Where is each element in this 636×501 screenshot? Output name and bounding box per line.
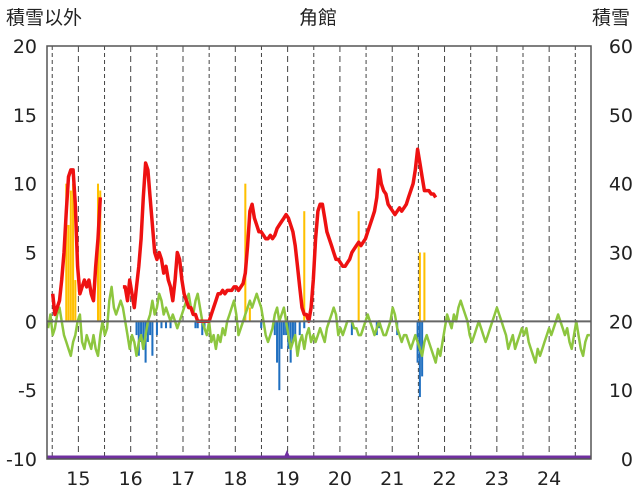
precipitation-bar (99, 190, 102, 322)
x-tick-label: 16 (119, 468, 143, 490)
snow_change-bar (260, 321, 263, 329)
precipitation-bar (418, 252, 421, 322)
x-tick-label: 24 (537, 468, 561, 490)
left-tick-label: 20 (13, 36, 37, 58)
snow_depth-line (50, 168, 103, 317)
snow_change-bar (142, 321, 145, 349)
plot-frame (46, 45, 592, 460)
precipitation-bar (357, 211, 360, 322)
precipitation-bar (72, 183, 75, 322)
left-tick-label: -5 (18, 380, 37, 402)
snow_change-bar (151, 321, 154, 356)
right-tick-label: 40 (609, 174, 633, 196)
x-tick-label: 22 (432, 468, 456, 490)
chart-title: 角館 (299, 7, 337, 29)
snow_change-bar (155, 321, 158, 336)
snow_change-bar (282, 321, 285, 336)
left-tick-label: 10 (13, 174, 37, 196)
snow_change-bar (146, 321, 149, 342)
snow_change-bar (418, 321, 421, 398)
snow_change-bar (164, 321, 168, 329)
precipitation-bar (67, 224, 70, 322)
snow_change-bar (298, 321, 301, 336)
snow_change-bar (196, 321, 199, 329)
right-tick-label: 10 (609, 380, 633, 402)
snow_change-bar (280, 321, 283, 349)
snow_depth-line (122, 147, 438, 324)
x-tick-label: 15 (66, 468, 90, 490)
precipitation-bar (303, 211, 306, 322)
left-axis-title: 積雪以外 (6, 7, 82, 29)
right-tick-label: 60 (609, 36, 633, 58)
snow_change-bar (135, 321, 138, 336)
right-tick-label: 0 (621, 449, 633, 471)
snow_change-bar (276, 321, 279, 363)
snow_change-bar (273, 321, 276, 336)
left-tick-label: 0 (25, 311, 37, 333)
snow_change-bar (303, 321, 306, 329)
precipitation-bar (69, 190, 72, 322)
right-tick-label: 50 (609, 105, 633, 127)
sunshine-peak-mark (284, 450, 290, 457)
snow_change-bar (278, 321, 281, 391)
x-tick-label: 23 (485, 468, 509, 490)
right-axis-title: 積雪 (592, 7, 630, 29)
snow_change-bar (294, 321, 297, 336)
precipitation-bar (74, 280, 77, 322)
snow_change-bar (201, 321, 204, 336)
axis-layer (46, 45, 592, 460)
precipitation-bar (248, 307, 251, 322)
snow_change-bar (350, 321, 353, 336)
left-tick-label: 5 (25, 243, 37, 265)
x-tick-label: 17 (171, 468, 195, 490)
x-tick-label: 20 (328, 468, 352, 490)
precipitation-bar (423, 252, 426, 322)
x-tick-label: 21 (380, 468, 404, 490)
x-tick-label: 18 (223, 468, 247, 490)
snow_change-bar (160, 321, 163, 329)
left-tick-label: 15 (13, 105, 37, 127)
precipitation-bar (65, 183, 68, 322)
grid-layer (51, 46, 576, 459)
snow_change-bar (149, 321, 152, 336)
line-layer (46, 147, 591, 460)
snow_change-bar (291, 321, 294, 342)
temperature-line (46, 285, 590, 364)
left-tick-label: -10 (6, 449, 37, 471)
right-tick-label: 20 (609, 311, 633, 333)
snow_change-bar (140, 321, 143, 342)
x-tick-label: 19 (276, 468, 300, 490)
right-tick-label: 30 (609, 243, 633, 265)
snow_change-bar (169, 321, 172, 329)
snow_change-bar (194, 321, 197, 329)
